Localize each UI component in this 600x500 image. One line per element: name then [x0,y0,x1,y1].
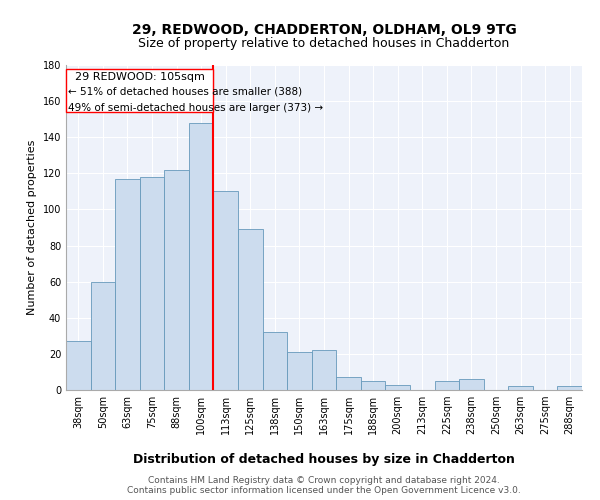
Bar [508,386,533,390]
Bar [238,230,263,390]
Bar [115,179,140,390]
Text: Contains HM Land Registry data © Crown copyright and database right 2024.: Contains HM Land Registry data © Crown c… [148,476,500,485]
Bar [385,384,410,390]
Bar [164,170,189,390]
Text: ← 51% of detached houses are smaller (388): ← 51% of detached houses are smaller (38… [68,86,302,97]
Bar [263,332,287,390]
Bar [336,378,361,390]
Text: 29 REDWOOD: 105sqm: 29 REDWOOD: 105sqm [75,72,205,82]
Bar [91,282,115,390]
Bar [140,177,164,390]
Text: Size of property relative to detached houses in Chadderton: Size of property relative to detached ho… [139,38,509,51]
Bar [312,350,336,390]
Y-axis label: Number of detached properties: Number of detached properties [27,140,37,315]
Text: Distribution of detached houses by size in Chadderton: Distribution of detached houses by size … [133,452,515,466]
Bar [214,192,238,390]
Bar [557,386,582,390]
Bar [361,381,385,390]
Text: 49% of semi-detached houses are larger (373) →: 49% of semi-detached houses are larger (… [68,103,323,113]
Bar [434,381,459,390]
Bar [459,379,484,390]
FancyBboxPatch shape [66,68,214,112]
Bar [287,352,312,390]
Bar [66,341,91,390]
Text: Contains public sector information licensed under the Open Government Licence v3: Contains public sector information licen… [127,486,521,495]
Bar [189,123,214,390]
Text: 29, REDWOOD, CHADDERTON, OLDHAM, OL9 9TG: 29, REDWOOD, CHADDERTON, OLDHAM, OL9 9TG [131,22,517,36]
